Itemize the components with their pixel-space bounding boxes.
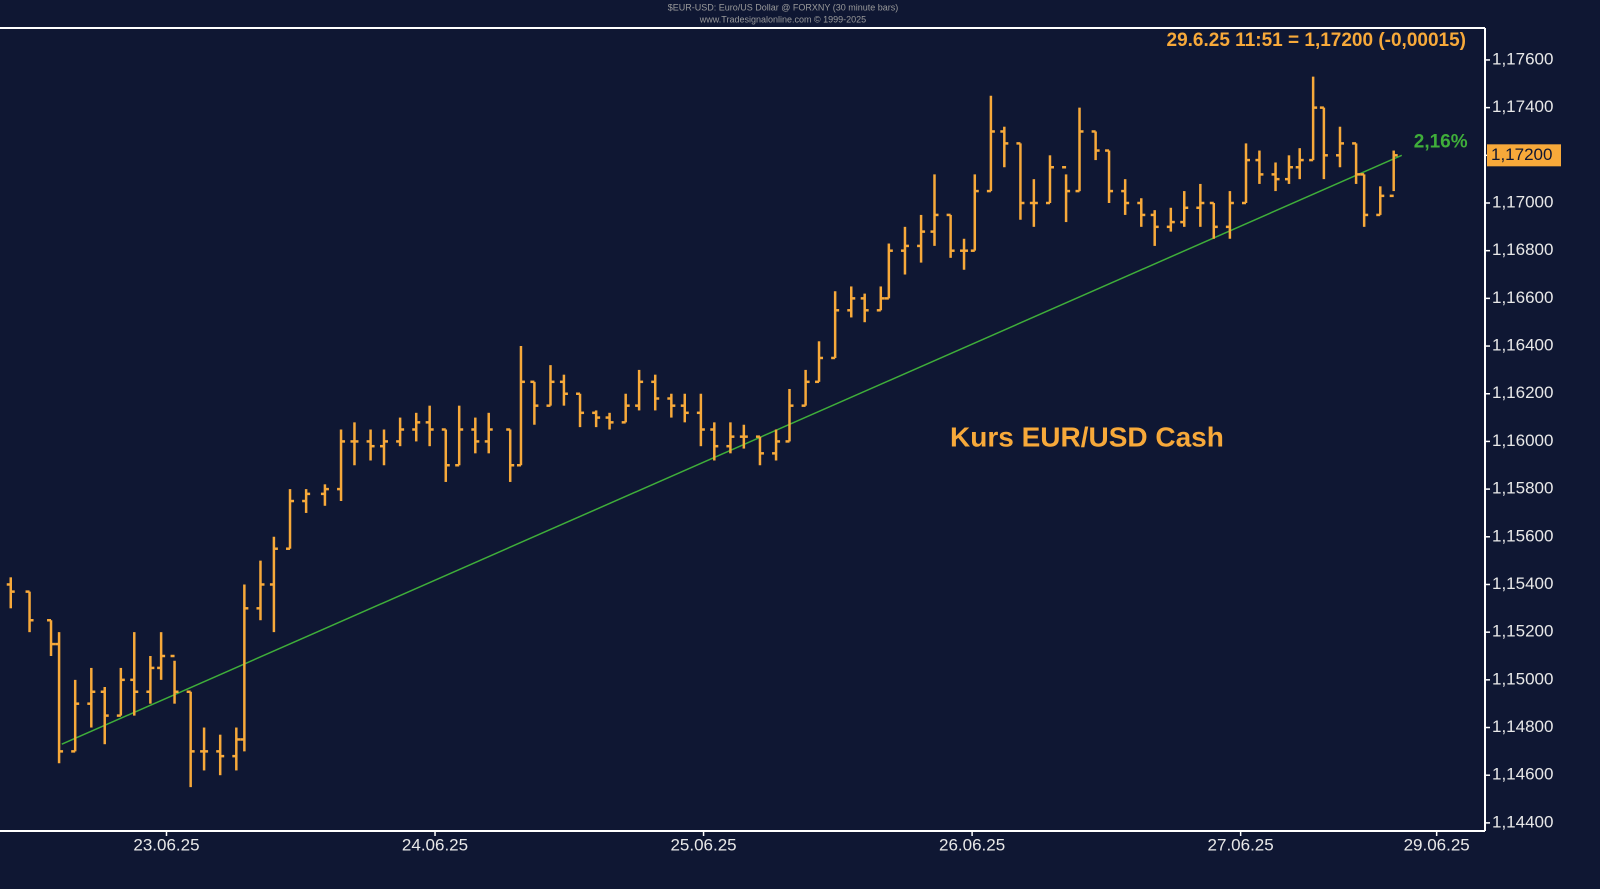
y-tick-label: 1,17400 (1492, 97, 1553, 116)
y-tick-label: 1,14800 (1492, 717, 1553, 736)
y-tick-label: 1,15200 (1492, 622, 1553, 641)
chart-title: $EUR-USD: Euro/US Dollar @ FORXNY (30 mi… (668, 2, 899, 12)
trendline-label: 2,16% (1414, 131, 1468, 152)
y-tick-label: 1,16000 (1492, 431, 1553, 450)
trendline (61, 154, 1403, 745)
y-tick-label: 1,15000 (1492, 669, 1553, 688)
x-tick-label: 29.06.25 (1404, 835, 1470, 854)
x-tick-label: 25.06.25 (670, 835, 736, 854)
last-price-label: 1,17200 (1491, 145, 1552, 164)
x-tick-label: 26.06.25 (939, 835, 1005, 854)
quote: 29.6.25 11:51 = 1,17200 (-0,00015) (1167, 30, 1467, 51)
y-tick-label: 1,15800 (1492, 479, 1553, 498)
x-tick-label: 23.06.25 (133, 835, 199, 854)
y-tick-label: 1,14400 (1492, 812, 1553, 831)
y-tick-label: 1,16400 (1492, 336, 1553, 355)
x-tick-label: 24.06.25 (402, 835, 468, 854)
y-tick-label: 1,15400 (1492, 574, 1553, 593)
y-tick-label: 1,16600 (1492, 288, 1553, 307)
last-price-box (1487, 144, 1561, 167)
x-tick-label: 27.06.25 (1208, 835, 1274, 854)
y-tick-label: 1,16200 (1492, 383, 1553, 402)
y-tick-label: 1,15600 (1492, 526, 1553, 545)
y-tick-label: 1,14600 (1492, 765, 1553, 784)
y-tick-label: 1,17000 (1492, 192, 1553, 211)
y-tick-label: 1,17600 (1492, 49, 1553, 68)
annotation: Kurs EUR/USD Cash (950, 421, 1224, 452)
chart-subtitle: www.Tradesignalonline.com © 1999-2025 (699, 14, 866, 24)
y-tick-label: 1,16800 (1492, 240, 1553, 259)
